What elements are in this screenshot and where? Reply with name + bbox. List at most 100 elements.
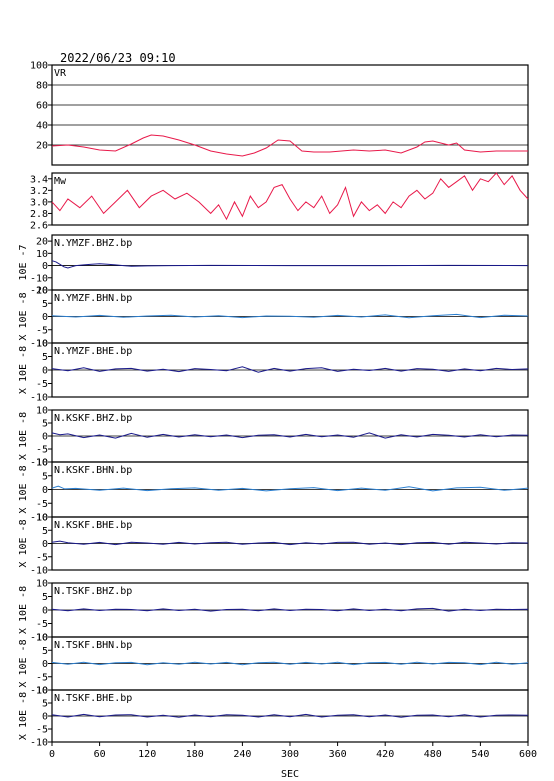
panel-5: -10 -5 0 5 10 N.KSKF.BHZ.bp X 10E -8: [18, 406, 529, 469]
y-tick-label: 10: [36, 686, 48, 697]
y-tick-label: 2.6: [30, 221, 48, 232]
y-tick-label: -10: [30, 686, 48, 697]
y-tick-label: -10: [30, 513, 48, 524]
y-tick-label: 20: [36, 141, 48, 152]
y-tick-label: -5: [36, 325, 48, 336]
series-line: [51, 172, 529, 221]
y-axis-unit-label: X 10E -8: [18, 639, 29, 687]
y-tick-label: 20: [36, 237, 48, 248]
panel-1: 2.62.83.03.23.4 Mw: [30, 172, 529, 232]
panel-label: N.YMZF.BHZ.bp: [54, 238, 132, 249]
y-axis-unit-label: X 10E -8: [18, 465, 29, 513]
y-tick-label: -10: [30, 393, 48, 404]
panel-label: N.TSKF.BHN.bp: [54, 640, 132, 651]
x-tick-label: 480: [424, 749, 442, 760]
y-tick-label: 10: [36, 513, 48, 524]
y-tick-label: 10: [36, 339, 48, 350]
series-line: [51, 313, 529, 319]
y-tick-label: 10: [36, 579, 48, 590]
y-tick-label: -20: [30, 286, 48, 297]
y-tick-label: -5: [36, 499, 48, 510]
x-axis: 0 60 120 180 240 300 360 420 480 540 600: [49, 742, 537, 760]
y-tick-label: 10: [36, 286, 48, 297]
panel-label: N.KSKF.BHZ.bp: [54, 413, 132, 424]
y-axis-unit-label: X 10E -8: [18, 692, 29, 740]
panel-label: VR: [54, 68, 67, 79]
y-tick-label: 5: [42, 646, 48, 657]
y-tick-label: -5: [36, 725, 48, 736]
y-tick-label: 0: [42, 485, 48, 496]
y-tick-label: 10: [36, 458, 48, 469]
x-tick-label: 240: [233, 749, 251, 760]
series-line: [51, 432, 529, 439]
y-tick-label: -10: [30, 738, 48, 749]
y-tick-label: 10: [36, 249, 48, 260]
y-tick-label: 0: [42, 659, 48, 670]
x-tick-label: 540: [471, 749, 489, 760]
y-tick-label: -10: [30, 273, 48, 284]
panel-label: N.YMZF.BHE.bp: [54, 346, 132, 357]
y-tick-label: -10: [30, 633, 48, 644]
x-tick-label: 600: [519, 749, 537, 760]
panel-label: N.YMZF.BHN.bp: [54, 293, 132, 304]
panel-6: -10 -5 0 5 10 N.KSKF.BHN.bp X 10E -8: [18, 458, 529, 524]
series-line: [51, 485, 529, 492]
y-tick-label: 100: [30, 61, 48, 72]
x-tick-label: 0: [49, 749, 55, 760]
series-line: [51, 260, 529, 269]
y-axis-unit-label: X 10E -8: [18, 519, 29, 567]
y-tick-label: 60: [36, 101, 48, 112]
y-axis-unit-label: X 10E -8: [18, 586, 29, 634]
x-tick-label: 360: [329, 749, 347, 760]
panel-7: -10 -5 0 5 10 N.KSKF.BHE.bp X 10E -8: [18, 513, 529, 577]
series-line: [51, 661, 529, 666]
panel-label: N.TSKF.BHZ.bp: [54, 586, 132, 597]
panel-label: N.KSKF.BHE.bp: [54, 520, 132, 531]
y-axis-unit-label: 10E -7: [18, 244, 29, 280]
series-line: [51, 540, 529, 546]
y-tick-label: 5: [42, 699, 48, 710]
y-tick-label: 0: [42, 261, 48, 272]
panel-frame: [51, 64, 529, 166]
y-tick-label: 5: [42, 299, 48, 310]
x-tick-label: 60: [94, 749, 106, 760]
x-tick-label: 120: [138, 749, 156, 760]
y-tick-label: 2.8: [30, 209, 48, 220]
x-tick-label: 300: [281, 749, 299, 760]
series-line: [51, 713, 529, 718]
y-tick-label: 0: [42, 432, 48, 443]
y-axis-unit-label: X 10E -8: [18, 346, 29, 394]
panel-label: Mw: [54, 176, 67, 187]
y-tick-label: -10: [30, 458, 48, 469]
y-tick-label: 10: [36, 406, 48, 417]
y-tick-label: 5: [42, 352, 48, 363]
x-axis-label: SEC: [281, 769, 299, 780]
y-tick-label: -5: [36, 619, 48, 630]
y-tick-label: -10: [30, 566, 48, 577]
panel-9: -10 -5 0 5 10 N.TSKF.BHN.bp X 10E -8: [18, 633, 529, 697]
panel-4: -10 -5 0 5 10 N.YMZF.BHE.bp X 10E -8: [18, 339, 529, 404]
y-tick-label: -5: [36, 379, 48, 390]
y-tick-label: -5: [36, 552, 48, 563]
y-tick-label: 0: [42, 712, 48, 723]
panel-8: -10 -5 0 5 10 N.TSKF.BHZ.bp X 10E -8: [18, 579, 529, 644]
panel-0: 20 40 60 80 100 VR: [30, 61, 529, 166]
y-tick-label: 5: [42, 526, 48, 537]
x-tick-label: 420: [376, 749, 394, 760]
y-axis-unit-label: X 10E -8: [18, 292, 29, 340]
y-tick-label: -10: [30, 339, 48, 350]
series-line: [51, 366, 529, 373]
y-axis-unit-label: X 10E -8: [18, 412, 29, 460]
y-tick-label: 0: [42, 366, 48, 377]
panel-label: N.KSKF.BHN.bp: [54, 465, 132, 476]
y-tick-label: 5: [42, 419, 48, 430]
panel-label: N.TSKF.BHE.bp: [54, 693, 132, 704]
panel-10: -10 -5 0 5 10 N.TSKF.BHE.bp X 10E -8: [18, 686, 529, 749]
y-tick-label: 40: [36, 121, 48, 132]
y-tick-label: 5: [42, 592, 48, 603]
series-line: [51, 607, 529, 612]
x-tick-label: 180: [186, 749, 204, 760]
